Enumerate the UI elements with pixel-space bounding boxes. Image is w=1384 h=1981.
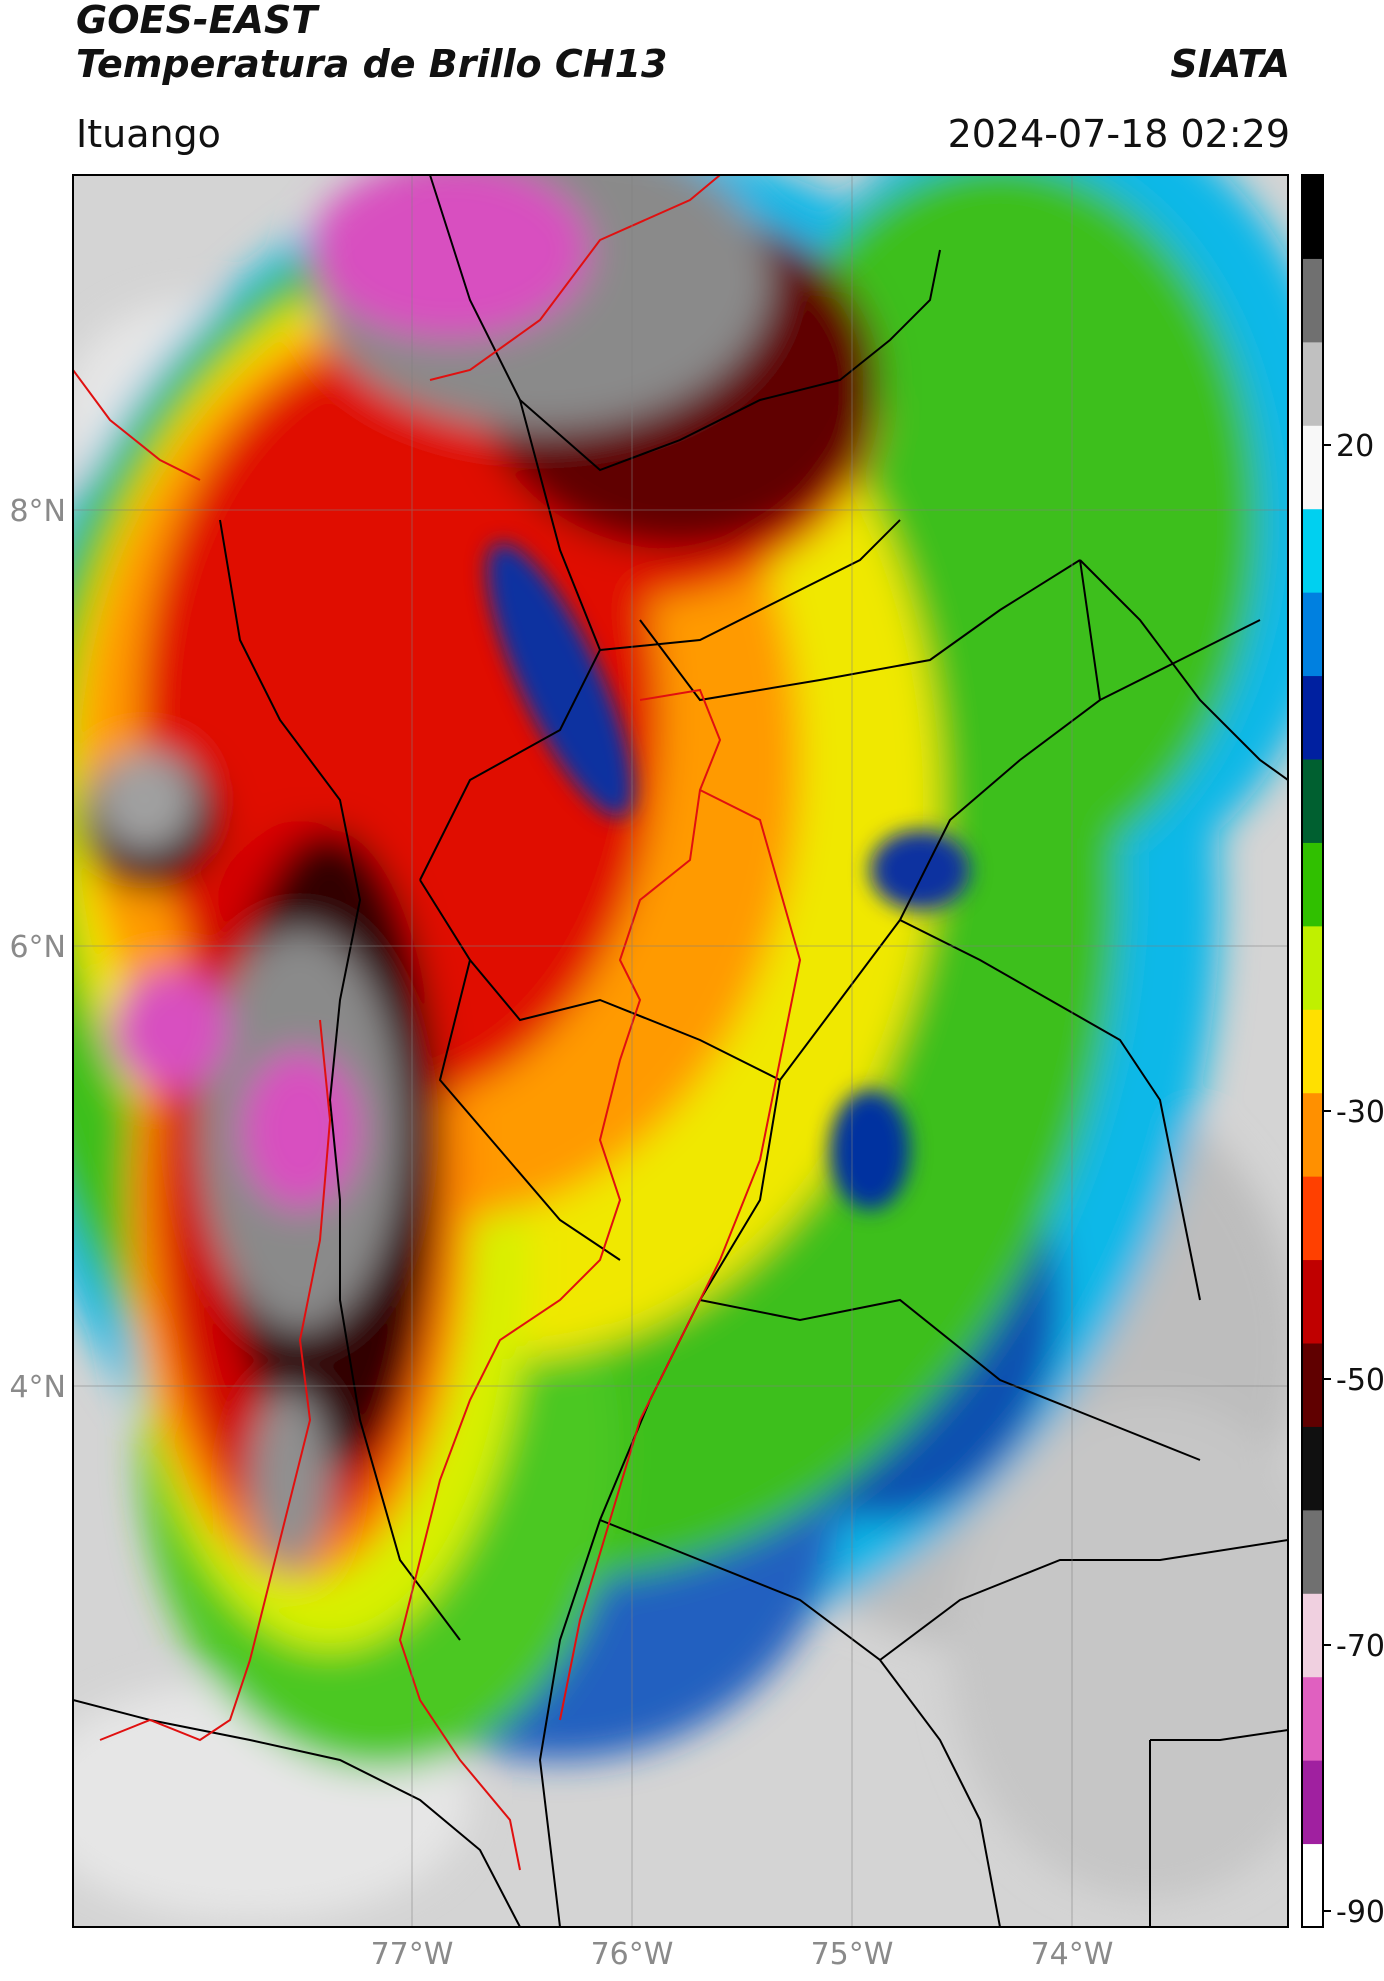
lat-label-4n: 4°N (9, 1370, 66, 1405)
colorbar-band (1302, 258, 1323, 343)
colorbar-band (1302, 1509, 1323, 1594)
colorbar-band (1302, 1343, 1323, 1427)
colorbar-band (1302, 1760, 1323, 1845)
colorbar-band (1302, 675, 1323, 760)
colorbar-band (1302, 1593, 1323, 1678)
colorbar-band (1302, 759, 1323, 843)
lon-label-74w: 74°W (1031, 1937, 1114, 1972)
region-label: Ituango (76, 112, 221, 156)
colorbar-band (1302, 175, 1323, 259)
lon-label-76w: 76°W (591, 1937, 674, 1972)
satellite-title: GOES-EAST (76, 0, 318, 42)
colorbar-band (1302, 425, 1323, 510)
colorbar-band (1302, 592, 1323, 677)
colorbar-band (1302, 1176, 1323, 1261)
colorbar-band (1302, 842, 1323, 927)
colorbar-label-minus50: -50 (1336, 1363, 1384, 1398)
colorbar: 20 -30 -50 -70 -90 (1301, 174, 1384, 1930)
longitude-labels: 77°W 76°W 75°W 74°W (371, 1937, 1114, 1972)
colorbar-band (1302, 508, 1323, 593)
colorbar-band (1302, 341, 1323, 426)
colorbar-label-20: 20 (1336, 429, 1374, 464)
colorbar-frame (1301, 174, 1324, 1928)
brand-label: SIATA (1170, 42, 1290, 86)
lat-label-8n: 8°N (9, 494, 66, 529)
product-title: Temperatura de Brillo CH13 (76, 42, 668, 86)
lon-label-77w: 77°W (371, 1937, 454, 1972)
colorbar-band (1302, 1009, 1323, 1094)
colorbar-label-minus30: -30 (1336, 1095, 1384, 1130)
colorbar-band (1302, 1426, 1323, 1511)
colorbar-band (1302, 925, 1323, 1010)
colorbar-band (1302, 1676, 1323, 1761)
lat-label-6n: 6°N (9, 930, 66, 965)
basin-outline (73, 175, 802, 1871)
colorbar-band (1302, 1843, 1323, 1928)
colorbar-band (1302, 1092, 1323, 1177)
colorbar-band (1302, 1259, 1323, 1344)
colorbar-label-minus90: -90 (1336, 1895, 1384, 1930)
map-frame (72, 174, 1289, 1928)
colorbar-label-minus70: -70 (1336, 1629, 1384, 1664)
colorbar-gradient (1302, 175, 1323, 1928)
brightness-temperature-field (73, 175, 1288, 1927)
latitude-labels: 8°N 6°N 4°N (9, 494, 66, 1405)
colorbar-ticks (1323, 444, 1331, 1912)
timestamp-label: 2024-07-18 02:29 (947, 112, 1290, 156)
graticule (73, 175, 1288, 1927)
lon-label-75w: 75°W (811, 1937, 894, 1972)
boundary-lines (73, 175, 1288, 1927)
